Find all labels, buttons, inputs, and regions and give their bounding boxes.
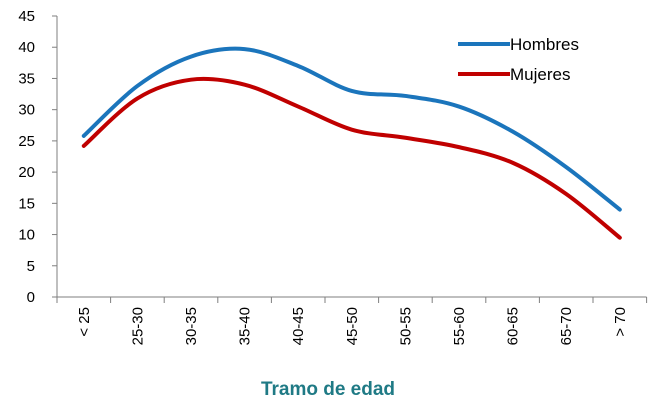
x-tick-label: 35-40 (237, 307, 254, 345)
y-tick-label: 35 (18, 70, 35, 87)
x-axis-label: Tramo de edad (261, 379, 395, 400)
y-tick-label: 15 (18, 195, 35, 212)
x-tick-label: 40-45 (290, 307, 307, 345)
line-series (81, 76, 622, 240)
x-tick-label: 25-30 (129, 307, 146, 345)
legend-label: Hombres (510, 35, 579, 54)
y-tick-label: 40 (18, 39, 35, 56)
y-tick-label: 10 (18, 227, 35, 244)
x-tick-label: 45-50 (344, 307, 361, 345)
x-tick-label: 65-70 (558, 307, 575, 345)
x-tick-label: < 25 (76, 307, 93, 337)
x-tick-label: 50-55 (397, 307, 414, 345)
y-tick-label: 0 (27, 289, 35, 306)
x-tick-label: 30-35 (183, 307, 200, 345)
y-tick-label: 25 (18, 133, 35, 150)
y-tick-label: 45 (18, 8, 35, 25)
x-tick-label: > 70 (612, 307, 629, 337)
y-tick-label: 5 (27, 258, 35, 275)
x-tick-label: 55-60 (451, 307, 468, 345)
legend-label: Mujeres (510, 65, 570, 84)
y-tick-label: 30 (18, 102, 35, 119)
line-series (81, 46, 622, 212)
x-tick-label: 60-65 (505, 307, 522, 345)
y-tick-label: 20 (18, 164, 35, 181)
